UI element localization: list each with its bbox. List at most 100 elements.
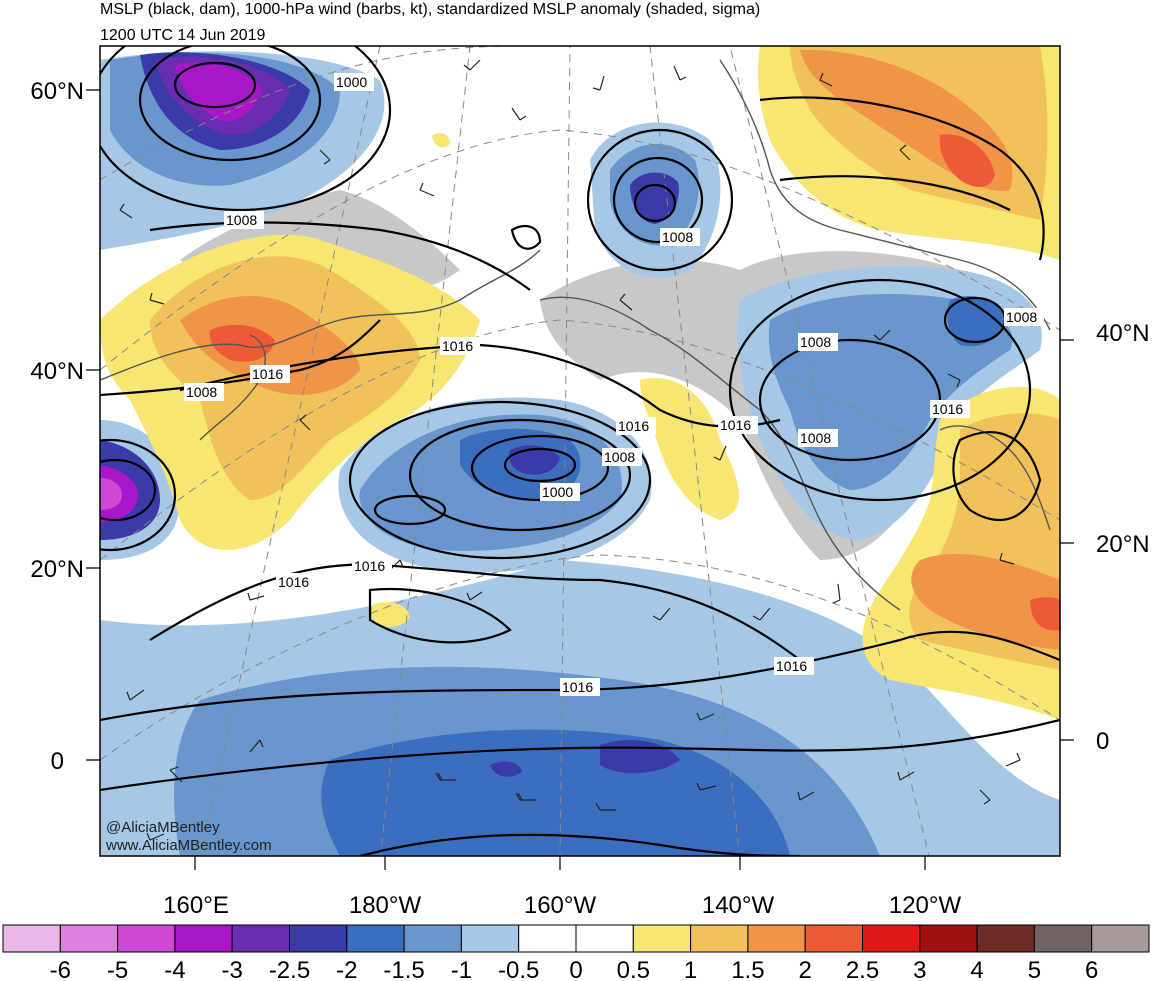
contour-label-bg <box>798 333 838 351</box>
contour-label: 1016 <box>618 418 649 434</box>
isobar-small <box>510 224 542 250</box>
wind-barb <box>873 329 891 341</box>
lat-label-right: 20°N <box>1096 531 1150 558</box>
lat-label-left: 0 <box>51 748 64 775</box>
wind-barb <box>673 65 687 81</box>
isobars <box>100 46 1060 856</box>
isobar-1016-mid <box>149 563 801 661</box>
isobar-1008-north <box>149 221 531 291</box>
contour-label: 1008 <box>800 430 831 446</box>
colorbar-label: 4 <box>970 957 983 981</box>
lat-label-left: 60°N <box>30 78 84 105</box>
isobar-pacific-low-1 <box>503 447 577 483</box>
wind-barb <box>696 712 715 721</box>
lon-label: 160°W <box>524 892 597 919</box>
contour-label-bg <box>774 657 814 675</box>
wind-barb <box>466 591 483 601</box>
contour-label: 1016 <box>776 658 807 674</box>
isobar-s-pacific <box>359 833 801 856</box>
wind-barb <box>752 607 771 621</box>
contour-label: 1008 <box>800 334 831 350</box>
wind-barbs <box>119 59 1021 841</box>
isobar-canada-1 <box>759 96 1045 261</box>
colorbar-swatch <box>862 924 921 953</box>
isobar-pacific-low-5 <box>373 494 447 526</box>
contour-label-bg <box>616 417 656 435</box>
colorbar-swatch <box>1033 924 1093 953</box>
isobar-1016-north <box>179 343 781 428</box>
colorbar-swatch <box>747 924 806 953</box>
credit-website: www.AliciaMBentley.com <box>105 837 272 854</box>
anomaly-canada-pos4 <box>939 134 995 187</box>
isobar-1016-mid2 <box>368 587 512 644</box>
colorbar-label: 3 <box>913 957 926 981</box>
wind-barb <box>696 782 717 791</box>
anomaly-pacific-low4 <box>508 445 560 475</box>
anomaly-west-neg4 <box>100 478 122 510</box>
colorbar-swatch <box>1091 924 1150 953</box>
colorbar: -6 -5 -4 -3 -2.5 -2 -1.5 -1 -0.5 0 0.5 1 1.5 2 2.5 3 4 5 6 <box>2 924 1150 981</box>
colorbar-swatch <box>690 924 749 953</box>
wind-barb <box>819 72 833 87</box>
wind-barb <box>146 832 165 841</box>
anomaly-goa-pos1 <box>640 378 739 520</box>
isobar-bering-1 <box>633 183 677 223</box>
contour-label-bg <box>250 365 290 383</box>
lon-label: 120°W <box>889 892 962 919</box>
isobar-us <box>952 431 1042 522</box>
wind-barb <box>1005 752 1021 767</box>
axis-ticks <box>86 89 1074 870</box>
colorbar-label: -2 <box>336 957 357 981</box>
credit-twitter: @AliciaMBentley <box>106 819 220 836</box>
wind-barb <box>999 552 1015 565</box>
contour-label-bg <box>184 383 224 401</box>
wind-barb <box>169 766 183 783</box>
wind-barb <box>797 791 815 801</box>
lat-label-right: 40°N <box>1096 320 1150 347</box>
contour-label: 1008 <box>186 384 217 400</box>
wind-barb <box>126 689 145 701</box>
contour-label-bg <box>224 211 264 229</box>
colorbar-label: -2.5 <box>269 957 310 981</box>
wind-barb <box>899 144 911 161</box>
anomaly-tropics-neg5 <box>490 761 522 777</box>
contour-label-bg <box>1004 308 1044 326</box>
lat-label-left: 40°N <box>30 358 84 385</box>
colorbar-label: 1.5 <box>731 957 764 981</box>
wind-barb <box>119 203 133 219</box>
wind-barb <box>319 149 331 165</box>
contour-label: 1016 <box>932 401 963 417</box>
colorbar-swatch <box>460 924 520 953</box>
colorbar-label: -1 <box>451 957 472 981</box>
valid-time: 1200 UTC 14 Jun 2019 <box>100 27 266 44</box>
wind-barb <box>249 739 264 753</box>
anomaly-fareast-pos4 <box>209 324 275 362</box>
contour-label: 1016 <box>252 366 283 382</box>
colorbar-label: -0.5 <box>498 957 539 981</box>
wind-barb <box>463 59 481 71</box>
colorbar-label: 0.5 <box>617 957 650 981</box>
contour-label-bg <box>334 73 374 91</box>
wind-barb <box>299 414 311 431</box>
wind-barb <box>619 293 633 311</box>
colorbar-swatch <box>174 924 233 953</box>
map-frame <box>99 45 1061 857</box>
wind-barb <box>515 792 536 801</box>
wind-barb <box>247 592 265 601</box>
colorbar-swatch <box>518 924 577 953</box>
wind-barb <box>832 583 841 604</box>
isobar-nw-2 <box>138 46 322 162</box>
colorbar-swatch <box>117 924 176 953</box>
contour-label-bg <box>276 573 316 591</box>
colorbar-swatch <box>59 924 119 953</box>
wind-barb <box>947 373 961 388</box>
chart-title: MSLP (black, dam), 1000-hPa wind (barbs,… <box>100 1 761 18</box>
colorbar-swatch <box>2 924 61 953</box>
contour-label: 1016 <box>278 574 309 590</box>
lon-label: 140°W <box>702 892 775 919</box>
colorbar-swatch <box>346 924 405 953</box>
contour-label: 1008 <box>604 449 635 465</box>
contour-label: 1008 <box>1006 309 1037 325</box>
colorbar-swatch <box>632 924 692 953</box>
